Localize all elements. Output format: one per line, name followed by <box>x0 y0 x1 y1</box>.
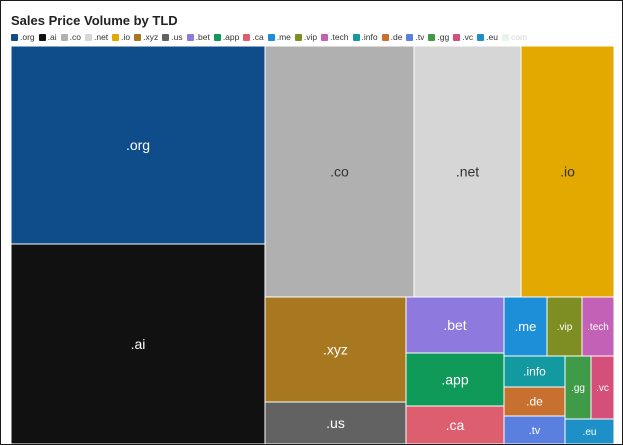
treemap-tile-label: .tv <box>529 425 541 437</box>
legend-label: .xyz <box>143 32 159 42</box>
legend-label: .gg <box>437 32 450 42</box>
treemap-tile[interactable] <box>413 45 522 298</box>
legend-swatch <box>294 33 302 41</box>
legend-item[interactable]: .us <box>162 32 183 42</box>
treemap-tile[interactable] <box>503 415 566 444</box>
treemap-tile[interactable] <box>546 296 583 357</box>
legend-swatch <box>267 33 275 41</box>
legend-swatch <box>112 33 120 41</box>
treemap-tile-label: .gg <box>571 383 585 394</box>
legend-swatch <box>243 33 251 41</box>
legend-label: .bet <box>195 32 210 42</box>
legend-item[interactable]: .vip <box>294 32 318 42</box>
legend-swatch <box>38 33 46 41</box>
chart-title: Sales Price Volume by TLD <box>11 13 178 28</box>
legend-label: .net <box>93 32 109 42</box>
treemap-tile-label: .vip <box>557 322 573 333</box>
treemap-tile[interactable] <box>405 405 505 444</box>
treemap-tile-label: .io <box>560 163 575 179</box>
legend-item[interactable]: .tech <box>321 32 349 42</box>
legend-swatch <box>352 33 360 41</box>
legend-item[interactable]: .vc <box>453 32 473 42</box>
legend-label: .ai <box>47 32 57 42</box>
legend-label: .org <box>20 32 35 42</box>
legend-item[interactable]: .xyz <box>134 32 158 42</box>
treemap-tile-label: .de <box>526 395 543 409</box>
legend-swatch <box>162 33 170 41</box>
legend-label: .info <box>361 32 378 42</box>
legend-item[interactable]: .de <box>381 32 403 42</box>
treemap-tile[interactable] <box>503 386 566 417</box>
legend-label: .us <box>171 32 183 42</box>
legend-swatch <box>213 33 221 41</box>
treemap-tile[interactable] <box>264 401 407 444</box>
legend-label: .io <box>121 32 131 42</box>
legend-item[interactable]: .ai <box>38 32 57 42</box>
legend-label: .app <box>222 32 240 42</box>
treemap-tile-label: .eu <box>583 427 597 438</box>
legend-swatch <box>428 33 436 41</box>
treemap-tile-label: .org <box>126 137 150 153</box>
treemap-tile-label: .bet <box>443 317 466 333</box>
treemap-tile[interactable] <box>564 355 592 420</box>
legend-swatch <box>453 33 461 41</box>
legend-swatch <box>321 33 329 41</box>
legend-swatch <box>406 33 414 41</box>
legend-swatch <box>84 33 92 41</box>
legend-swatch <box>477 33 485 41</box>
treemap-tile-label: .app <box>441 371 468 387</box>
treemap-tile-label: .info <box>523 365 546 379</box>
treemap-tile-label: .ai <box>131 336 146 352</box>
treemap-tile-label: .us <box>326 415 345 431</box>
treemap-tile[interactable] <box>520 45 615 298</box>
treemap-tile[interactable] <box>264 296 407 403</box>
treemap-tile-label: .tech <box>587 322 609 333</box>
treemap-tile[interactable] <box>405 296 505 354</box>
legend-swatch <box>11 33 18 41</box>
legend-label: .vip <box>303 32 318 42</box>
legend-item[interactable]: .ca <box>243 32 264 42</box>
treemap-tile[interactable] <box>10 45 266 245</box>
legend-swatch <box>60 33 68 41</box>
legend-item[interactable]: .io <box>112 32 130 42</box>
legend-item[interactable]: .bet <box>186 32 210 42</box>
legend-swatch <box>134 33 142 41</box>
legend-item[interactable]: .app <box>213 32 240 42</box>
legend-label: .tv <box>415 32 425 42</box>
legend-label: .me <box>276 32 291 42</box>
treemap-tile-label: .ca <box>446 417 465 433</box>
treemap-tile-label: .vc <box>596 383 609 394</box>
legend-swatch <box>501 33 509 41</box>
legend-item[interactable]: .eu <box>477 32 498 42</box>
legend-swatch <box>381 33 389 41</box>
legend-item[interactable]: .org <box>11 32 35 42</box>
legend-label: .ca <box>252 32 264 42</box>
legend-item[interactable]: .co <box>60 32 81 42</box>
treemap-tile[interactable] <box>405 352 505 407</box>
chart-legend: .org .ai .co .net .io .xyz .us .bet .app .ca .me .v… <box>11 32 531 42</box>
legend-label: .vc <box>462 32 474 42</box>
legend-label: .eu <box>486 32 498 42</box>
legend-item[interactable]: .me <box>267 32 291 42</box>
treemap-tile[interactable] <box>564 418 615 444</box>
treemap-tile-label: .co <box>330 163 349 179</box>
legend-item[interactable]: .gg <box>428 32 449 42</box>
legend-item[interactable]: .info <box>352 32 378 42</box>
treemap-tile-label: .me <box>515 319 537 334</box>
treemap-tile-label: .xyz <box>323 341 348 357</box>
legend-label: .tech <box>330 32 349 42</box>
legend-item[interactable]: .net <box>84 32 109 42</box>
legend-label: com <box>510 32 528 42</box>
treemap-tile[interactable] <box>264 45 415 298</box>
legend-label: .de <box>390 32 403 42</box>
treemap-tile-label: .net <box>456 163 479 179</box>
legend-item[interactable]: com <box>501 32 528 42</box>
legend-item[interactable]: .tv <box>406 32 424 42</box>
legend-swatch <box>186 33 194 41</box>
treemap-tile[interactable] <box>503 296 548 357</box>
legend-label: .co <box>69 32 81 42</box>
